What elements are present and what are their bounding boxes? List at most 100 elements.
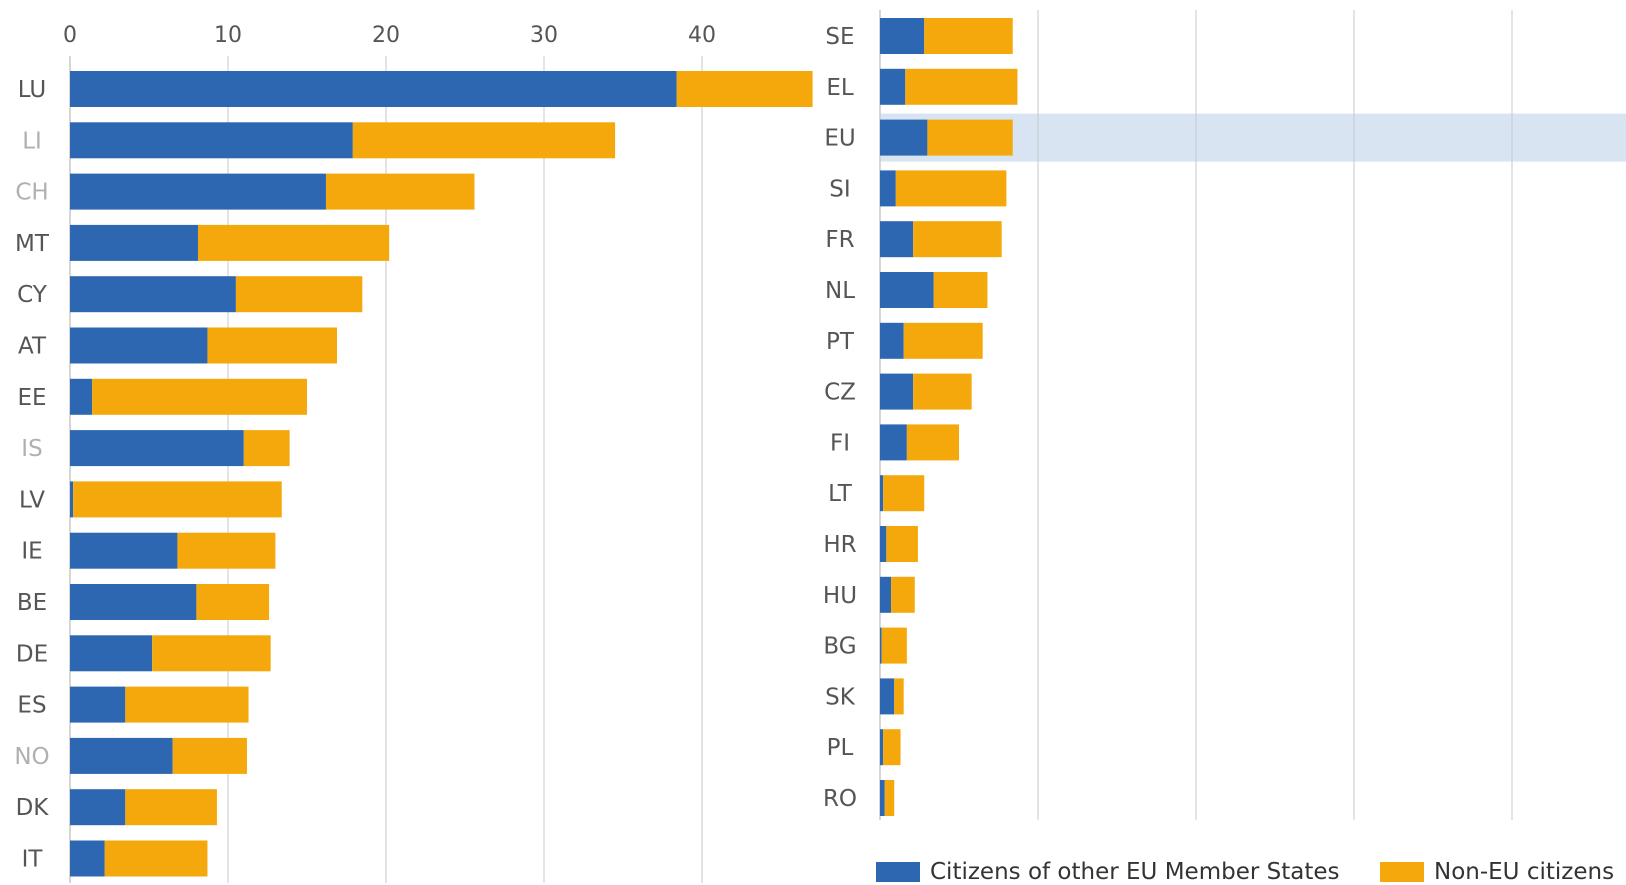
bar-de-eu-citizens	[70, 635, 153, 672]
category-label-ie: IE	[21, 539, 42, 565]
bar-dk-eu-citizens	[70, 789, 126, 826]
bar-pl-eu-citizens	[880, 729, 884, 766]
bar-mt-eu-citizens	[70, 224, 198, 261]
bar-li-non-eu	[352, 122, 616, 159]
legend-swatch-non-eu	[1380, 861, 1424, 882]
bar-si-eu-citizens	[880, 170, 896, 207]
category-label-el: EL	[826, 75, 854, 101]
legend-swatch-eu-citizens	[876, 861, 920, 882]
bar-mt-non-eu	[197, 224, 390, 261]
bar-es-eu-citizens	[70, 686, 126, 723]
bar-pt-non-eu	[903, 322, 983, 359]
bar-hr-non-eu	[886, 526, 918, 562]
category-label-si: SI	[829, 176, 850, 202]
bar-ro-non-eu	[884, 780, 895, 816]
bar-sk-non-eu	[894, 678, 904, 715]
bar-hu-non-eu	[891, 576, 915, 613]
bar-sk-eu-citizens	[880, 678, 895, 715]
category-label-ro: RO	[823, 786, 857, 812]
bar-el-eu-citizens	[880, 68, 906, 105]
bar-ie-eu-citizens	[70, 532, 178, 569]
bar-cz-eu-citizens	[880, 373, 914, 410]
bar-si-non-eu	[895, 170, 1007, 207]
category-label-it: IT	[22, 847, 44, 873]
bar-at-non-eu	[207, 327, 338, 364]
bar-at-eu-citizens	[70, 327, 208, 364]
category-label-li: LI	[22, 128, 42, 154]
category-label-fi: FI	[830, 430, 850, 456]
category-label-hu: HU	[823, 583, 857, 609]
bar-lv-non-eu	[73, 481, 282, 518]
bar-nl-eu-citizens	[880, 272, 934, 308]
category-label-ee: EE	[17, 385, 46, 411]
bar-bg-eu-citizens	[880, 627, 882, 664]
bar-pt-eu-citizens	[880, 322, 904, 359]
bar-se-non-eu	[924, 18, 1013, 54]
bar-is-eu-citizens	[70, 430, 244, 467]
bar-ch-eu-citizens	[70, 173, 326, 210]
category-label-at: AT	[18, 334, 47, 360]
bar-dk-non-eu	[125, 789, 217, 826]
bar-es-non-eu	[125, 686, 249, 723]
x-tick-label: 0	[63, 23, 77, 48]
category-label-nl: NL	[825, 278, 855, 304]
bar-ee-eu-citizens	[70, 378, 93, 415]
legend-label-non-eu: Non-EU citizens	[1434, 858, 1615, 885]
category-label-cz: CZ	[824, 380, 856, 406]
category-label-hr: HR	[823, 532, 856, 558]
category-label-be: BE	[17, 590, 47, 616]
bar-cy-eu-citizens	[70, 276, 236, 313]
bar-fi-non-eu	[906, 424, 959, 461]
bar-fr-non-eu	[913, 221, 1002, 258]
bar-hr-eu-citizens	[880, 526, 887, 562]
x-tick-label: 40	[688, 23, 716, 48]
bar-ee-non-eu	[92, 378, 308, 415]
bar-el-non-eu	[905, 68, 1018, 105]
category-label-lt: LT	[828, 481, 853, 507]
bar-lv-eu-citizens	[70, 481, 74, 518]
category-label-no: NO	[14, 744, 49, 770]
category-label-de: DE	[16, 641, 48, 667]
bar-it-non-eu	[104, 840, 208, 877]
category-label-sk: SK	[825, 684, 856, 710]
bar-it-eu-citizens	[70, 840, 105, 877]
x-tick-label: 10	[214, 23, 242, 48]
category-label-pl: PL	[827, 735, 854, 761]
x-tick-label: 30	[530, 23, 558, 48]
bar-cy-non-eu	[235, 276, 363, 313]
category-label-ch: CH	[15, 180, 48, 206]
bar-no-eu-citizens	[70, 737, 173, 774]
bar-lt-eu-citizens	[880, 475, 884, 512]
bar-hu-eu-citizens	[880, 576, 892, 613]
bar-se-eu-citizens	[880, 18, 925, 54]
bar-be-non-eu	[196, 584, 270, 620]
bar-is-non-eu	[243, 430, 290, 467]
category-label-lu: LU	[18, 77, 47, 103]
bar-de-non-eu	[152, 635, 271, 672]
category-label-fr: FR	[825, 227, 854, 253]
bar-nl-non-eu	[933, 272, 988, 308]
bar-ro-eu-citizens	[880, 780, 885, 816]
category-label-pt: PT	[826, 329, 855, 355]
bar-ch-non-eu	[325, 173, 475, 210]
category-label-mt: MT	[15, 231, 50, 257]
category-label-bg: BG	[823, 634, 856, 660]
bar-be-eu-citizens	[70, 584, 197, 620]
bar-lu-eu-citizens	[70, 71, 677, 107]
category-label-dk: DK	[16, 795, 50, 821]
bar-fr-eu-citizens	[880, 221, 914, 258]
bar-lu-non-eu	[676, 71, 813, 107]
legend-label-eu-citizens: Citizens of other EU Member States	[930, 858, 1340, 885]
category-label-es: ES	[17, 693, 46, 719]
bar-pl-non-eu	[883, 729, 901, 766]
category-label-cy: CY	[17, 282, 48, 308]
bar-li-eu-citizens	[70, 122, 353, 159]
x-tick-label: 20	[372, 23, 400, 48]
category-label-is: IS	[21, 436, 42, 462]
category-label-lv: LV	[19, 487, 45, 513]
bar-eu-non-eu	[927, 119, 1013, 156]
category-label-se: SE	[825, 24, 854, 50]
legend: Citizens of other EU Member States	[876, 858, 1340, 885]
bar-eu-eu-citizens	[880, 119, 928, 156]
